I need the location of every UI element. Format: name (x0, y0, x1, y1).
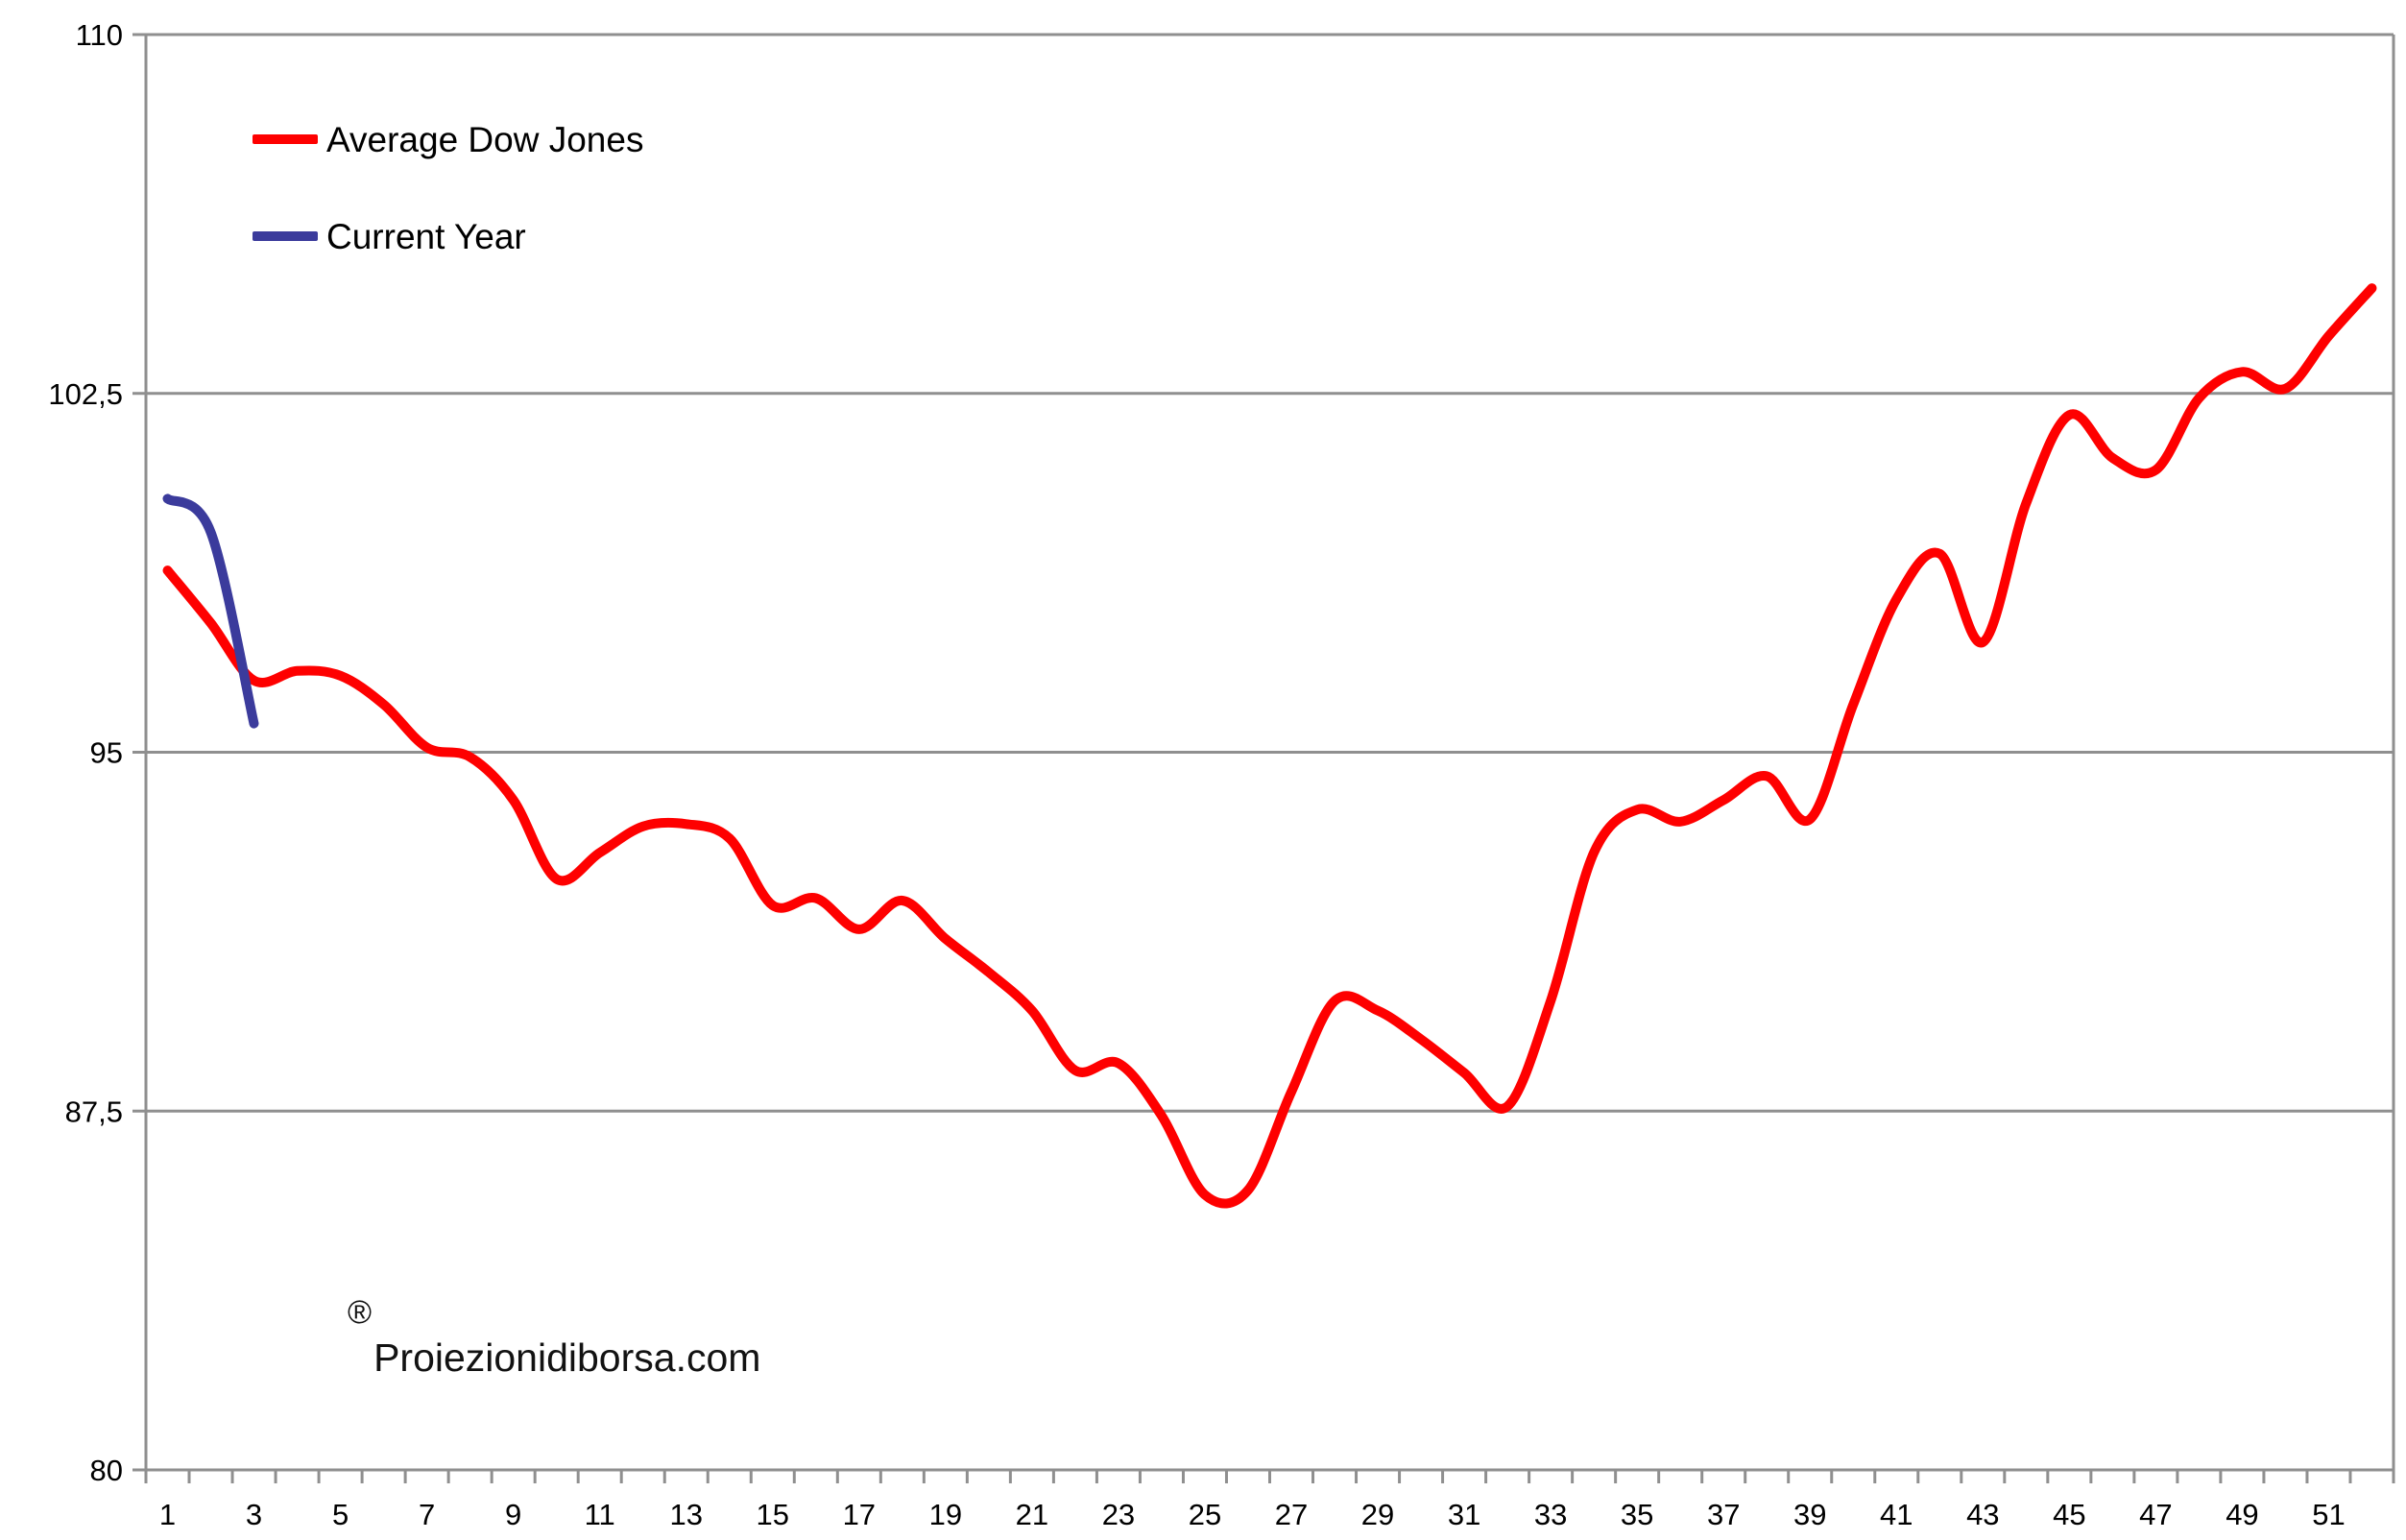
legend-label: Average Dow Jones (326, 119, 644, 159)
x-axis-label: 29 (1361, 1498, 1394, 1531)
legend-item-average-dow-jones: Average Dow Jones (253, 115, 643, 163)
x-axis-label: 45 (2053, 1498, 2085, 1531)
x-axis-label: 25 (1189, 1498, 1221, 1531)
x-axis-label: 7 (419, 1498, 435, 1531)
y-axis-label: 87,5 (65, 1095, 123, 1128)
y-axis-label: 95 (90, 736, 123, 770)
x-axis-label: 47 (2139, 1498, 2172, 1531)
y-axis-label: 80 (90, 1454, 123, 1487)
x-axis-label: 51 (2312, 1498, 2345, 1531)
x-axis-label: 27 (1275, 1498, 1308, 1531)
x-axis-label: 1 (159, 1498, 176, 1531)
series-line-average-dow-jones (162, 283, 2377, 1209)
y-axis-labels: 80 87,5 95 102,5 110 (48, 18, 123, 1487)
x-axis-label: 35 (1621, 1498, 1653, 1531)
x-axis-label: 15 (757, 1498, 789, 1531)
x-axis-label: 13 (669, 1498, 702, 1531)
y-axis-label: 102,5 (48, 377, 123, 411)
x-axis-label: 39 (1793, 1498, 1826, 1531)
x-axis-labels: 1 3 5 7 9 11 13 15 17 19 21 23 25 27 29 31 33 35 37 39 41 43 4… (159, 1498, 2346, 1531)
legend-line-swatch-blue (253, 231, 318, 241)
y-axis-label: 110 (76, 18, 123, 52)
gridlines (146, 33, 2394, 1113)
legend-label: Current Year (326, 216, 526, 256)
x-axis-label: 21 (1016, 1498, 1048, 1531)
watermark-text: Proiezionidiborsa.com (373, 1335, 761, 1380)
x-axis-label: 17 (843, 1498, 876, 1531)
x-axis-label: 33 (1534, 1498, 1567, 1531)
x-axis-label: 5 (332, 1498, 349, 1531)
x-axis-label: 11 (585, 1498, 615, 1531)
series-line-current-year (162, 493, 259, 729)
x-axis-label: 23 (1102, 1498, 1135, 1531)
x-axis-label: 43 (1966, 1498, 1999, 1531)
x-axis-label: 19 (929, 1498, 962, 1531)
tick-marks (132, 33, 2395, 1483)
x-axis-label: 41 (1880, 1498, 1913, 1531)
axes (132, 35, 2395, 1483)
x-axis-label: 49 (2226, 1498, 2258, 1531)
x-axis-label: 9 (505, 1498, 521, 1531)
x-axis-label: 3 (246, 1498, 262, 1531)
x-axis-label: 37 (1707, 1498, 1740, 1531)
x-axis-label: 31 (1448, 1498, 1480, 1531)
registered-trademark-symbol: ® (348, 1294, 373, 1331)
legend-line-swatch-red (253, 134, 318, 144)
data-series (162, 283, 2377, 1209)
legend-item-current-year: Current Year (253, 212, 643, 260)
watermark: ® Proiezionidiborsa.com (348, 1296, 760, 1378)
legend: Average Dow Jones Current Year (253, 115, 643, 260)
